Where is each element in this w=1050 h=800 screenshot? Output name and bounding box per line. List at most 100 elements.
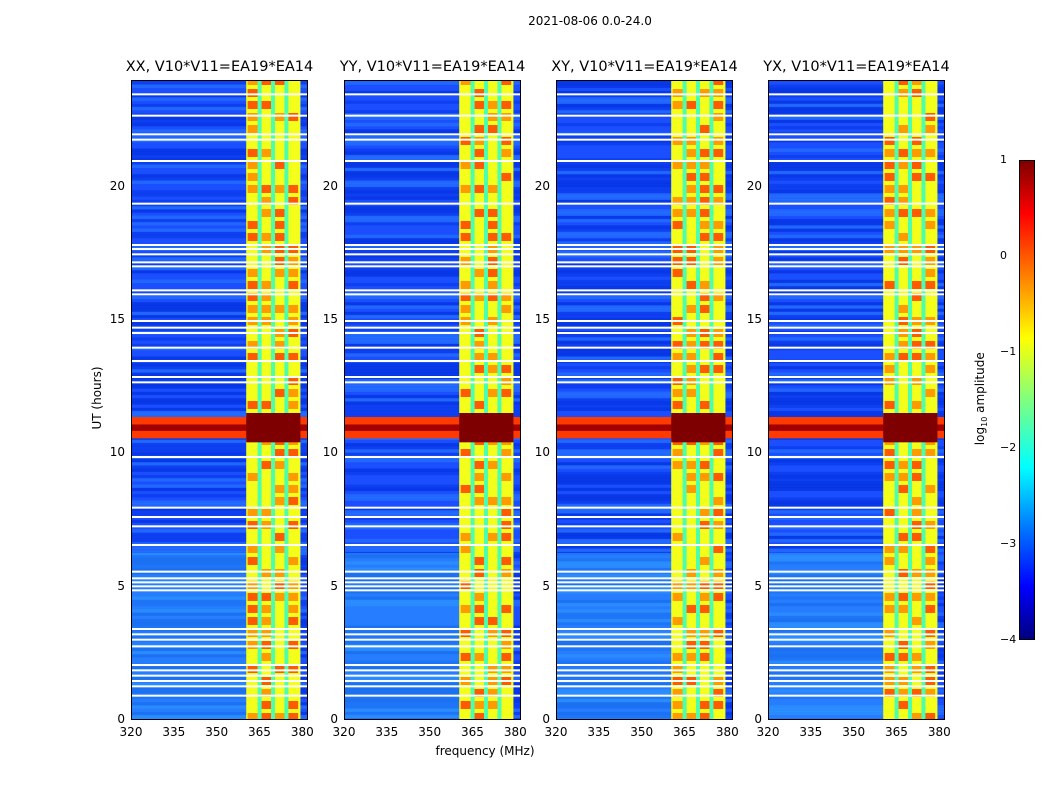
noise-row	[132, 324, 307, 328]
noise-row	[132, 266, 307, 271]
rfi-blob	[247, 149, 258, 157]
noise-row	[132, 391, 307, 396]
flagged-row	[345, 516, 520, 518]
noise-row	[345, 343, 520, 348]
noise-row	[132, 449, 307, 453]
flagged-row	[345, 202, 520, 205]
noise-row	[769, 122, 944, 127]
rfi-blob	[924, 149, 936, 157]
flagged-row	[132, 381, 307, 384]
noise-row	[557, 391, 732, 396]
noise-row	[345, 410, 520, 415]
flagged-row	[132, 360, 307, 362]
noise-row	[132, 458, 307, 463]
noise-row	[345, 324, 520, 328]
flagged-row	[769, 506, 944, 509]
noise-row	[132, 100, 307, 104]
flagged-row	[769, 248, 944, 250]
noise-row	[132, 109, 307, 114]
noise-row	[345, 529, 520, 533]
flagged-row	[345, 694, 520, 697]
noise-row	[769, 209, 944, 213]
noise-row	[345, 676, 520, 680]
noise-row	[769, 407, 944, 412]
y-tick-label: 10	[109, 445, 125, 460]
flagged-row	[132, 248, 307, 250]
rfi-blob	[274, 389, 285, 397]
x-tick-label: 350	[418, 725, 442, 739]
heatmap-svg-3	[769, 81, 944, 719]
noise-row	[132, 177, 307, 181]
low-ut-region	[132, 553, 247, 719]
rfi-blob	[686, 281, 697, 289]
rfi-blob	[474, 341, 485, 349]
noise-row	[132, 218, 307, 223]
noise-row	[132, 317, 307, 322]
noise-row	[345, 100, 520, 104]
noise-row	[132, 705, 307, 709]
rfi-blob	[898, 89, 909, 97]
noise-row	[345, 241, 520, 245]
y-tick-label: 20	[322, 178, 338, 193]
rfi-blob	[460, 701, 471, 709]
noise-row	[769, 573, 944, 578]
noise-row	[769, 221, 944, 226]
x-tick-label: 335	[799, 725, 823, 739]
rfi-blob	[884, 653, 895, 661]
noise-row	[557, 234, 732, 239]
noise-row	[345, 634, 520, 639]
rfi-blob	[911, 377, 922, 385]
rfi-blob	[898, 605, 909, 613]
noise-row	[345, 295, 520, 300]
colorbar-tick-label: −1	[1000, 345, 1017, 358]
noise-row	[769, 717, 944, 719]
rfi-blob	[884, 545, 895, 553]
flagged-row	[345, 114, 520, 117]
noise-row	[557, 164, 732, 168]
rfi-blob	[672, 377, 683, 385]
y-tick-label: 0	[330, 712, 338, 726]
noise-row	[345, 708, 520, 712]
flagged-row	[345, 326, 520, 329]
rfi-blob	[884, 209, 895, 217]
noise-row	[557, 682, 732, 687]
flagged-row	[345, 456, 520, 458]
noise-row	[132, 708, 307, 712]
noise-row	[769, 676, 944, 680]
noise-row	[557, 685, 732, 690]
rfi-blob	[911, 293, 922, 301]
noise-row	[557, 337, 732, 341]
rfi-blob	[460, 485, 471, 493]
rfi-blob	[247, 101, 258, 109]
rfi-blob	[247, 593, 258, 601]
flagged-row	[769, 360, 944, 362]
noise-row	[769, 586, 944, 591]
noise-row	[557, 525, 732, 530]
noise-row	[345, 151, 520, 156]
rfi-blob	[898, 653, 909, 661]
noise-row	[345, 314, 520, 319]
noise-row	[557, 410, 732, 415]
noise-row	[557, 324, 732, 328]
flagged-row	[132, 525, 307, 528]
noise-row	[769, 353, 944, 357]
panel-title-3: YX, V10*V11=EA19*EA14	[763, 59, 950, 75]
noise-row	[345, 586, 520, 591]
noise-row	[345, 717, 520, 719]
noise-row	[345, 276, 520, 280]
noise-row	[345, 212, 520, 216]
rfi-blob	[712, 521, 724, 529]
noise-row	[345, 573, 520, 578]
noise-row	[557, 487, 732, 492]
rfi-blob	[686, 101, 697, 109]
noise-row	[132, 561, 307, 565]
noise-row	[769, 493, 944, 498]
noise-row	[769, 541, 944, 546]
noise-row	[132, 548, 307, 552]
noise-row	[557, 631, 732, 636]
x-tick-label: 365	[461, 725, 484, 739]
noise-row	[557, 209, 732, 213]
noise-row	[557, 708, 732, 712]
rfi-blob	[911, 401, 922, 409]
rfi-blob	[898, 545, 909, 553]
